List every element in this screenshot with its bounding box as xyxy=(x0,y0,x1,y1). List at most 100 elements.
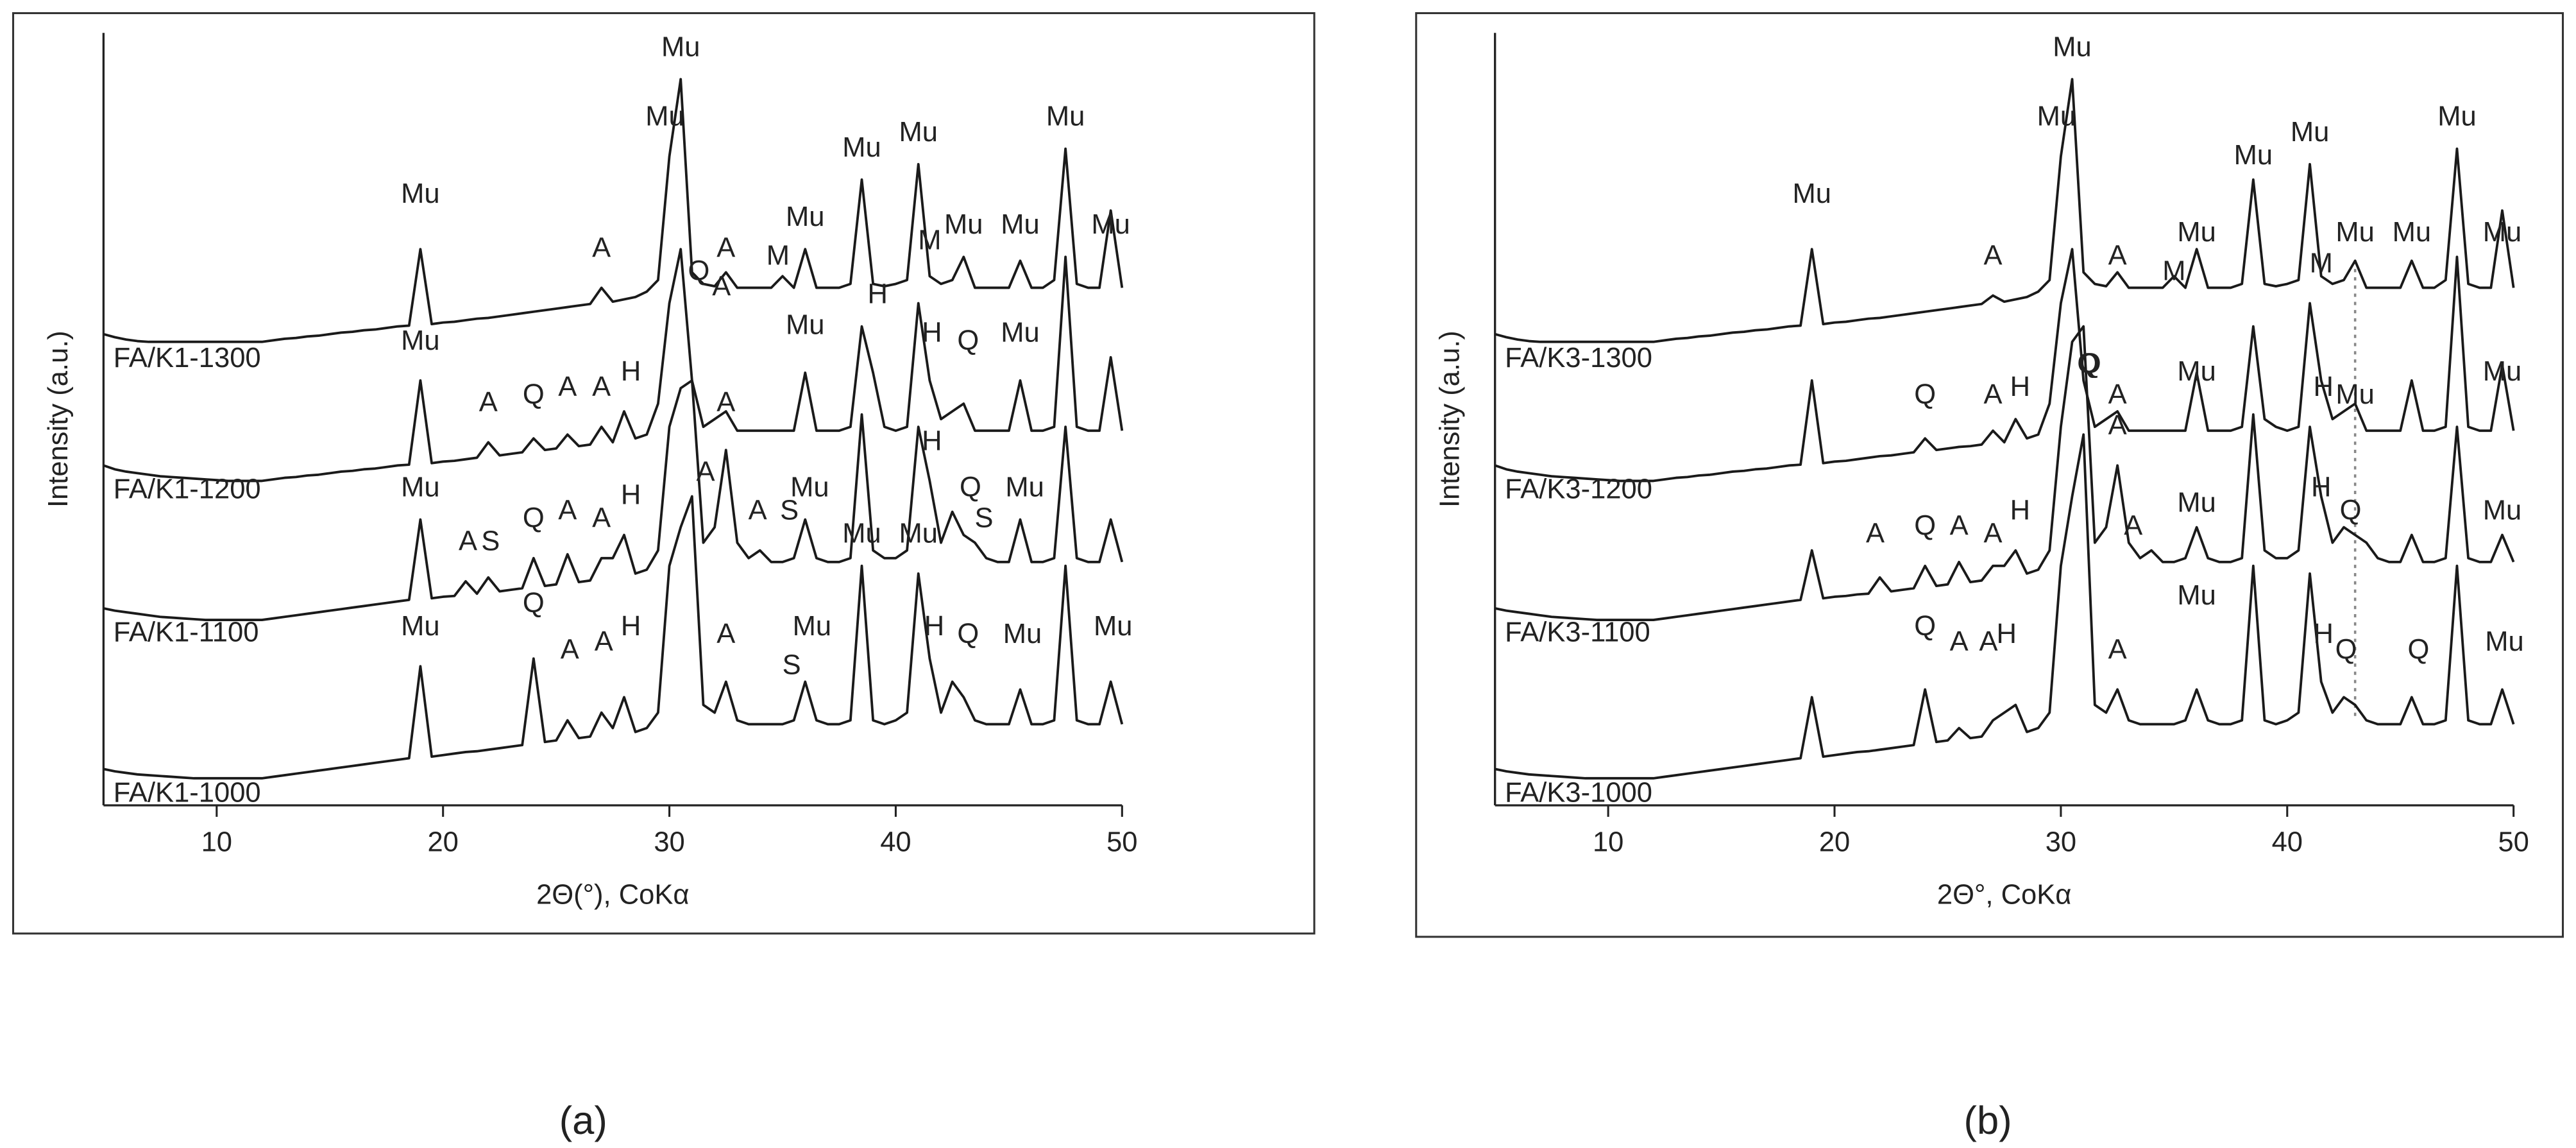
peak-label: A xyxy=(592,232,611,263)
xrd-pattern xyxy=(1495,248,2515,483)
peak-label: A xyxy=(1979,626,1997,657)
peak-label: H xyxy=(621,480,641,511)
peak-label: Q xyxy=(1914,379,1936,410)
peak-label: M xyxy=(2310,248,2333,278)
peak-label: Mu xyxy=(2177,488,2216,518)
peak-label: Mu xyxy=(2483,217,2521,248)
peak-label: A xyxy=(1950,626,1969,657)
peak-label: A xyxy=(716,232,735,263)
peak-label: M xyxy=(918,225,941,255)
peak-label: Mu xyxy=(2393,217,2431,248)
peak-label: Mu xyxy=(2053,31,2091,62)
peak-label: Q xyxy=(2077,348,2099,379)
peak-label: A xyxy=(1950,511,1969,542)
panel-label: (b) xyxy=(1964,1099,2012,1143)
peak-label: H xyxy=(621,611,641,642)
peak-label: A xyxy=(712,271,731,302)
x-axis-label: 2Θ(°), CoKα xyxy=(536,880,690,911)
peak-label: Q xyxy=(2340,495,2362,526)
peak-label: Mu xyxy=(842,132,881,163)
peak-label: Mu xyxy=(401,178,439,209)
peak-label: Mu xyxy=(645,101,684,132)
peak-label: Mu xyxy=(661,31,700,62)
x-tick-label: 10 xyxy=(201,827,232,858)
peak-label: A xyxy=(592,503,611,534)
peak-label: Q xyxy=(688,255,710,286)
peak-label: Mu xyxy=(944,209,983,240)
peak-label: Mu xyxy=(1003,619,1042,649)
peak-label: Mu xyxy=(1005,472,1044,502)
x-tick-label: 50 xyxy=(2498,827,2529,858)
peak-label: Q xyxy=(523,379,545,410)
peak-label: A xyxy=(2108,379,2127,410)
x-tick-label: 20 xyxy=(1819,827,1850,858)
peak-label: H xyxy=(2010,495,2030,526)
peak-label: A xyxy=(2108,240,2127,271)
peak-label: Mu xyxy=(1792,178,1831,209)
peak-label: A xyxy=(2124,511,2142,542)
series-label: FA/K3-1200 xyxy=(1505,474,1652,505)
xrd-pattern xyxy=(103,78,1124,343)
x-tick-label: 20 xyxy=(427,827,458,858)
peak-label: Q xyxy=(2408,634,2430,665)
xrd-pattern xyxy=(103,379,1124,622)
peak-label: A xyxy=(459,526,477,557)
peak-label: A xyxy=(1984,518,2003,549)
peak-label: H xyxy=(2311,472,2331,502)
peak-label: S xyxy=(780,495,799,526)
series-label: FA/K1-1300 xyxy=(114,343,261,373)
peak-label: Q xyxy=(960,472,981,502)
peak-label: Q xyxy=(2335,634,2357,665)
peak-label: Q xyxy=(523,588,545,619)
y-axis-label: Intensity (a.u.) xyxy=(1434,330,1465,508)
xrd-pattern xyxy=(103,248,1124,483)
peak-label: A xyxy=(697,456,715,487)
peak-label: Q xyxy=(2080,348,2101,379)
peak-label: H xyxy=(922,318,942,348)
peak-label: Mu xyxy=(1091,209,1130,240)
peak-label: A xyxy=(595,626,613,657)
peak-label: H xyxy=(867,279,887,310)
peak-label: Mu xyxy=(1001,209,1039,240)
xrd-pattern xyxy=(1495,325,2515,622)
peak-label: Mu xyxy=(1046,101,1085,132)
peak-label: Mu xyxy=(2037,101,2076,132)
peak-label: A xyxy=(2108,634,2127,665)
peak-label: Mu xyxy=(842,518,881,549)
series-label: FA/K1-1100 xyxy=(114,617,259,647)
peak-label: A xyxy=(558,495,577,526)
peak-label: Mu xyxy=(790,472,829,502)
peak-label: Mu xyxy=(793,611,831,642)
xrd-pattern xyxy=(1495,78,2515,343)
peak-label: Q xyxy=(957,619,979,649)
peak-label: H xyxy=(924,611,944,642)
peak-label: A xyxy=(716,387,735,418)
y-axis-label: Intensity (a.u.) xyxy=(43,330,74,508)
panel-label: (a) xyxy=(559,1099,607,1143)
xrd-pattern xyxy=(1495,433,2515,780)
peak-label: A xyxy=(1984,240,2003,271)
peak-label: Q xyxy=(1914,611,1936,642)
peak-label: S xyxy=(481,526,500,557)
series-label: FA/K1-1200 xyxy=(114,474,261,505)
peak-label: Mu xyxy=(2234,140,2273,171)
peak-label: A xyxy=(479,387,498,418)
peak-label: Mu xyxy=(401,472,439,502)
peak-label: A xyxy=(558,372,577,402)
peak-label: Mu xyxy=(899,518,937,549)
x-axis-label: 2Θ°, CoKα xyxy=(1937,880,2072,911)
peak-label: Mu xyxy=(401,611,439,642)
peak-label: H xyxy=(1996,619,2016,649)
peak-label: H xyxy=(621,356,641,387)
xrd-pattern xyxy=(103,495,1124,780)
peak-label: H xyxy=(2314,372,2334,402)
x-tick-label: 50 xyxy=(1106,827,1137,858)
x-tick-label: 10 xyxy=(1593,827,1623,858)
peak-label: H xyxy=(922,425,942,456)
peak-label: Mu xyxy=(1001,318,1039,348)
peak-label: A xyxy=(716,619,735,649)
peak-label: Mu xyxy=(2177,217,2216,248)
peak-label: Mu xyxy=(2335,379,2374,410)
peak-label: Mu xyxy=(786,310,824,341)
